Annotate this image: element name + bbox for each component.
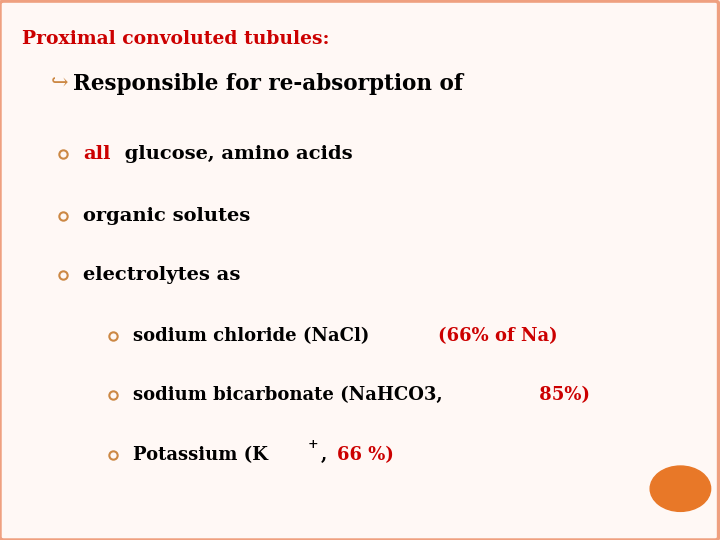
Text: organic solutes: organic solutes [83, 207, 250, 225]
Text: glucose, amino acids: glucose, amino acids [118, 145, 353, 163]
Text: 66 %): 66 %) [337, 446, 394, 464]
Text: ↪: ↪ [50, 74, 68, 93]
Text: sodium chloride (NaCl): sodium chloride (NaCl) [133, 327, 369, 345]
Text: 85%): 85%) [533, 386, 590, 404]
Text: +: + [307, 438, 318, 451]
Text: Responsible for re-absorption of: Responsible for re-absorption of [73, 73, 463, 94]
Circle shape [650, 466, 711, 511]
Text: Proximal convoluted tubules:: Proximal convoluted tubules: [22, 30, 329, 48]
Text: electrolytes as: electrolytes as [83, 266, 240, 285]
Text: Potassium (K: Potassium (K [133, 446, 268, 464]
Text: all: all [83, 145, 110, 163]
Text: (66% of Na): (66% of Na) [438, 327, 558, 345]
Text: ,: , [321, 446, 333, 464]
Text: sodium bicarbonate (NaHCO3,: sodium bicarbonate (NaHCO3, [133, 386, 443, 404]
